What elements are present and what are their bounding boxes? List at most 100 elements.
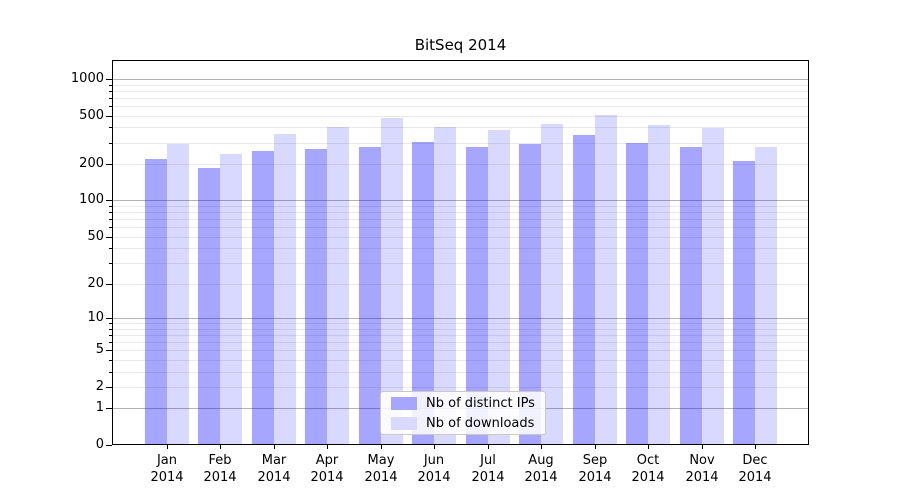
- gridline-minor-4: [113, 360, 808, 361]
- x-tick-year-feb: 2014: [203, 470, 237, 485]
- y-tick-label-200: 200: [79, 156, 104, 171]
- legend-label-distinct-ips: Nb of distinct IPs: [426, 395, 535, 411]
- bar-distinct-ips-sep: [573, 135, 595, 444]
- y-minor-tick-60: [109, 227, 112, 228]
- legend-entry-distinct-ips: Nb of distinct IPs: [391, 396, 545, 411]
- y-minor-tick-700: [109, 98, 112, 99]
- x-tick-label-jan: Jan 2014: [140, 452, 194, 486]
- legend-swatch-distinct-ips: [391, 396, 417, 410]
- y-tick-label-1: 1: [95, 400, 104, 415]
- y-tick-label-500: 500: [79, 108, 104, 123]
- gridline-minor-30: [113, 263, 808, 264]
- gridline-minor-500: [113, 116, 808, 117]
- gridline-major-1000: [113, 79, 808, 80]
- y-tick-2: [106, 387, 112, 388]
- gridline-minor-600: [113, 106, 808, 107]
- x-tick-feb: [220, 445, 221, 449]
- y-minor-tick-70: [109, 219, 112, 220]
- x-tick-apr: [327, 445, 328, 449]
- legend-label-downloads: Nb of downloads: [426, 415, 535, 431]
- gridline-minor-2: [113, 387, 808, 388]
- bar-distinct-ips-oct: [626, 143, 648, 444]
- y-minor-tick-600: [109, 106, 112, 107]
- gridline-minor-80: [113, 212, 808, 213]
- bar-distinct-ips-feb: [198, 168, 220, 444]
- bar-distinct-ips-dec: [733, 161, 755, 444]
- gridline-minor-40: [113, 248, 808, 249]
- bar-downloads-may: [381, 118, 403, 444]
- y-tick-20: [106, 284, 112, 285]
- y-minor-tick-800: [109, 91, 112, 92]
- y-minor-tick-8: [109, 329, 112, 330]
- bar-distinct-ips-jan: [145, 159, 167, 444]
- x-tick-sep: [595, 445, 596, 449]
- bar-downloads-dec: [755, 147, 777, 444]
- gridline-minor-60: [113, 227, 808, 228]
- x-tick-dec: [755, 445, 756, 449]
- bar-downloads-aug: [541, 124, 563, 444]
- y-tick-1000: [106, 79, 112, 80]
- bar-distinct-ips-mar: [252, 151, 274, 444]
- x-tick-aug: [541, 445, 542, 449]
- gridline-minor-8: [113, 329, 808, 330]
- bar-downloads-nov: [702, 128, 724, 444]
- y-minor-tick-300: [109, 143, 112, 144]
- x-tick-label-mar: Mar 2014: [247, 452, 301, 486]
- bar-downloads-jan: [167, 144, 189, 444]
- bar-downloads-mar: [274, 134, 296, 444]
- x-tick-label-nov: Nov 2014: [675, 452, 729, 486]
- gridline-minor-90: [113, 206, 808, 207]
- gridline-minor-20: [113, 284, 808, 285]
- y-tick-label-100: 100: [79, 192, 104, 207]
- y-tick-label-2: 2: [95, 379, 104, 394]
- x-tick-year-may: 2014: [364, 470, 398, 485]
- bar-distinct-ips-may: [359, 147, 381, 444]
- y-minor-tick-90: [109, 206, 112, 207]
- x-tick-year-mar: 2014: [257, 470, 291, 485]
- x-tick-oct: [648, 445, 649, 449]
- y-tick-label-1000: 1000: [70, 71, 104, 86]
- gridline-minor-400: [113, 127, 808, 128]
- legend-entry-downloads: Nb of downloads: [391, 416, 545, 431]
- legend: Nb of distinct IPs Nb of downloads: [380, 391, 546, 435]
- x-tick-may: [381, 445, 382, 449]
- gridline-minor-5: [113, 350, 808, 351]
- x-tick-year-nov: 2014: [685, 470, 719, 485]
- y-minor-tick-900: [109, 85, 112, 86]
- gridline-minor-700: [113, 98, 808, 99]
- y-tick-label-0: 0: [95, 437, 104, 452]
- gridline-minor-7: [113, 335, 808, 336]
- y-minor-tick-3: [109, 372, 112, 373]
- x-tick-year-oct: 2014: [631, 470, 665, 485]
- bar-distinct-ips-jun: [412, 142, 434, 444]
- y-tick-label-20: 20: [87, 276, 104, 291]
- y-tick-500: [106, 116, 112, 117]
- gridline-major-100: [113, 200, 808, 201]
- x-tick-label-oct: Oct 2014: [621, 452, 675, 486]
- x-tick-label-jul: Jul 2014: [461, 452, 515, 486]
- x-tick-year-jun: 2014: [417, 470, 451, 485]
- bar-downloads-oct: [648, 125, 670, 444]
- bar-downloads-sep: [595, 115, 617, 444]
- gridline-minor-3: [113, 372, 808, 373]
- y-minor-tick-30: [109, 263, 112, 264]
- gridline-minor-800: [113, 91, 808, 92]
- gridline-major-10: [113, 318, 808, 319]
- y-minor-tick-40: [109, 248, 112, 249]
- x-tick-label-feb: Feb 2014: [193, 452, 247, 486]
- y-minor-tick-6: [109, 342, 112, 343]
- bar-downloads-apr: [327, 127, 349, 444]
- y-minor-tick-80: [109, 212, 112, 213]
- y-tick-label-5: 5: [95, 342, 104, 357]
- x-tick-year-jan: 2014: [150, 470, 184, 485]
- y-minor-tick-4: [109, 360, 112, 361]
- x-tick-year-sep: 2014: [578, 470, 612, 485]
- gridline-minor-900: [113, 85, 808, 86]
- y-tick-label-10: 10: [87, 310, 104, 325]
- y-tick-50: [106, 237, 112, 238]
- x-tick-jul: [488, 445, 489, 449]
- gridline-minor-300: [113, 143, 808, 144]
- chart-title: BitSeq 2014: [414, 36, 507, 54]
- gridline-minor-200: [113, 164, 808, 165]
